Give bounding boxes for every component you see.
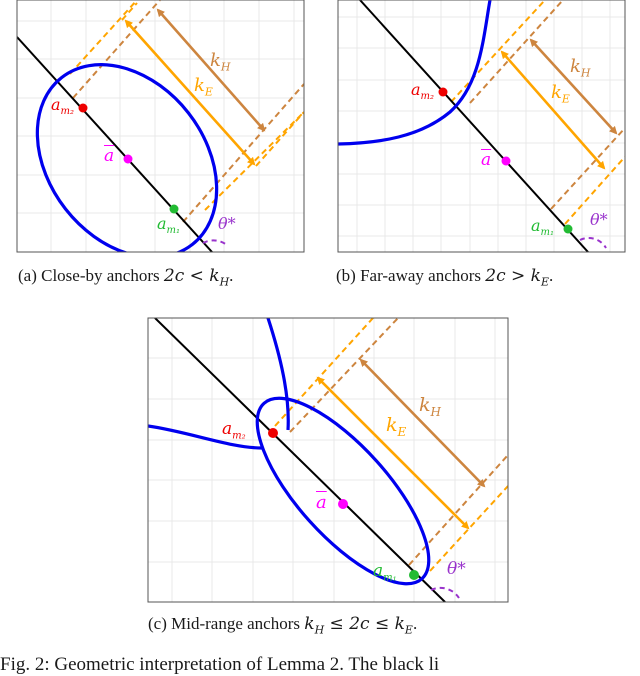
- label-k-h: kH: [210, 50, 231, 74]
- label-a-bar: a: [481, 150, 492, 170]
- anchor-a-bar: [123, 154, 133, 164]
- anchor-a-m2: [268, 428, 278, 438]
- k-h-arrow: [359, 358, 486, 488]
- ellipse-curve: [35, 63, 219, 252]
- label-k-h: kH: [570, 56, 591, 80]
- frame: [147, 317, 509, 603]
- frame: [337, 0, 626, 253]
- panel-c: kH kE am₂ a am₁ θ*: [147, 317, 509, 603]
- label-k-e: kE: [194, 75, 213, 99]
- theta-arc: [202, 239, 229, 247]
- anchor-a-bar: [338, 499, 348, 509]
- label-a-m1: am₁: [531, 216, 555, 239]
- label-a-m2: am₂: [411, 80, 435, 103]
- k-h-guides: [289, 318, 508, 566]
- label-k-e: kE: [386, 414, 407, 439]
- label-theta: θ*: [590, 210, 608, 229]
- caption-a: (a) Close-by anchors 2c < kH.: [18, 266, 234, 289]
- hyperbola-curve: [338, 0, 492, 146]
- panel-b-plot: [337, 0, 626, 253]
- anchor-a-m1: [409, 570, 419, 580]
- hyperbola-curve-upper: [266, 318, 290, 431]
- label-theta: θ*: [218, 214, 236, 233]
- k-h-arrow: [156, 8, 266, 132]
- ellipse-curve: [255, 396, 431, 586]
- label-a-bar: a: [316, 492, 327, 513]
- anchor-a-m2: [438, 87, 448, 97]
- hyperbola-curve-left: [148, 424, 263, 450]
- label-k-e: kE: [551, 82, 570, 106]
- label-a-bar: a: [104, 146, 115, 166]
- panel-c-plot: [147, 317, 509, 603]
- anchor-a-m2: [78, 103, 88, 113]
- caption-c: (c) Mid-range anchors kH ≤ 2c ≤ kE.: [148, 614, 418, 637]
- theta-arc: [430, 586, 460, 599]
- label-a-m1: am₁: [373, 561, 397, 584]
- k-h-arrow: [529, 38, 618, 135]
- theta-arc: [579, 237, 607, 249]
- panel-a-plot: [16, 0, 305, 253]
- k-e-guides: [69, 0, 304, 211]
- anchor-a-m1: [563, 224, 573, 234]
- anchor-line: [154, 318, 446, 602]
- label-a-m2: am₂: [51, 95, 75, 118]
- caption-b: (b) Far-away anchors 2c > kE.: [336, 266, 554, 289]
- anchor-line: [359, 0, 589, 252]
- k-e-guides: [274, 318, 508, 572]
- anchor-line: [17, 36, 213, 252]
- panel-a: kH kE am₂ a am₁ θ*: [0, 0, 320, 255]
- figure-caption: Fig. 2: Geometric interpretation of Lemm…: [0, 654, 440, 675]
- panel-b: kH kE am₂ a am₁ θ*: [0, 0, 640, 255]
- k-e-guides: [450, 0, 625, 225]
- label-theta: θ*: [447, 559, 466, 579]
- frame: [16, 0, 305, 253]
- label-a-m1: am₁: [157, 214, 181, 237]
- anchor-a-m1: [169, 204, 179, 214]
- label-a-m2: am₂: [222, 419, 246, 442]
- anchor-a-bar: [501, 156, 511, 166]
- label-k-h: kH: [419, 394, 441, 419]
